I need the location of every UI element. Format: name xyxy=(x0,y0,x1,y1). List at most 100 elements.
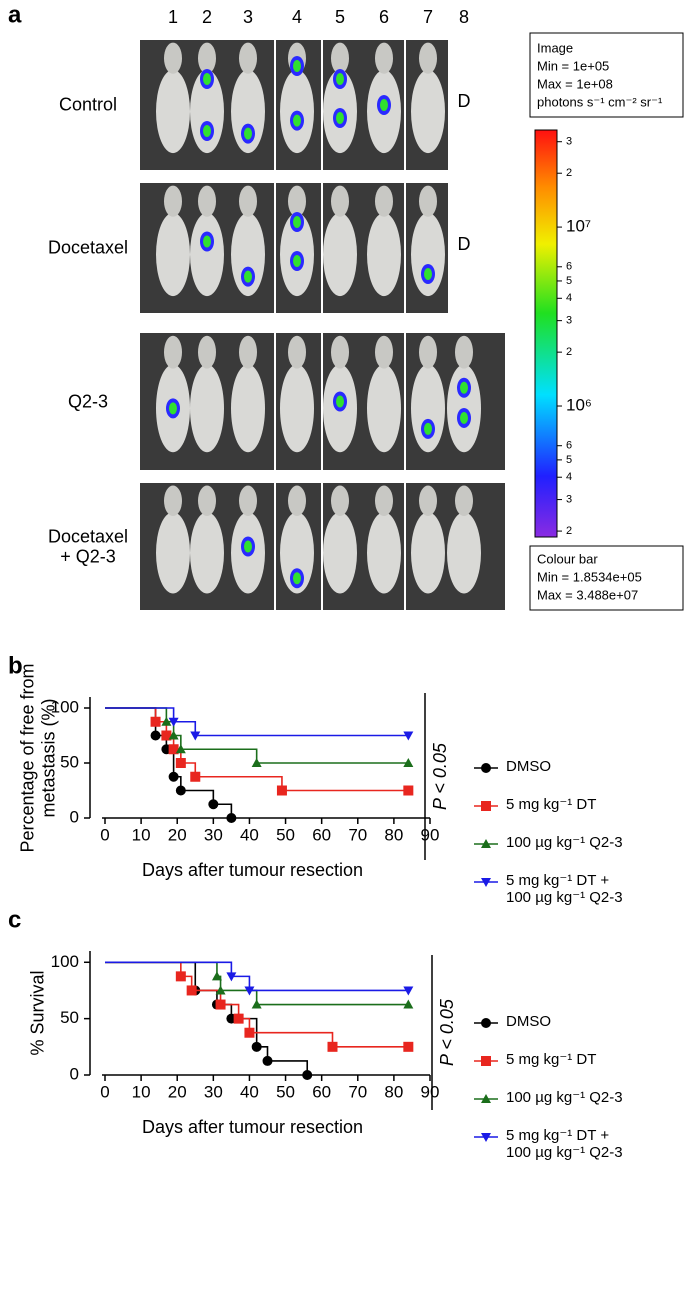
mouse-head xyxy=(419,485,437,517)
marker xyxy=(161,716,172,726)
marker xyxy=(168,744,179,755)
x-tick-label: 0 xyxy=(100,825,109,844)
row-label: Q2-3 xyxy=(67,391,109,412)
marker xyxy=(161,730,172,741)
marker xyxy=(186,985,197,996)
y-tick-label: 100 xyxy=(51,952,79,971)
mouse-head xyxy=(419,185,437,217)
marker xyxy=(481,839,491,848)
x-tick-label: 30 xyxy=(204,825,223,844)
mouse-head xyxy=(239,42,257,74)
colorbar-tick-label: 6 xyxy=(566,440,572,452)
column-label: 5 xyxy=(335,7,345,27)
signal xyxy=(203,235,211,248)
survival-curve xyxy=(105,961,309,1075)
x-tick-label: 70 xyxy=(348,1082,367,1101)
colorbar xyxy=(534,129,558,538)
marker xyxy=(211,971,222,981)
marker xyxy=(215,999,226,1010)
mouse xyxy=(367,212,401,297)
marker xyxy=(190,731,201,741)
column-label: 6 xyxy=(379,7,389,27)
marker xyxy=(168,771,179,782)
signal xyxy=(203,73,211,85)
colorbar-tick-label: 3 xyxy=(566,136,572,148)
mouse xyxy=(411,364,445,453)
marker xyxy=(251,758,262,767)
x-tick-label: 60 xyxy=(312,825,331,844)
y-axis-title: Percentage of free from metastasis (%) xyxy=(17,662,58,853)
marker xyxy=(481,1094,491,1103)
row-note: D xyxy=(458,91,471,111)
marker xyxy=(481,1056,491,1066)
mouse xyxy=(367,512,401,594)
mouse-head xyxy=(331,335,349,369)
x-tick-label: 40 xyxy=(240,825,259,844)
marker xyxy=(244,986,255,996)
mouse xyxy=(280,364,314,453)
y-tick-label: 50 xyxy=(60,1008,79,1027)
image-box-text: Min = 1e+05 xyxy=(537,58,609,73)
mouse-head xyxy=(375,335,393,369)
mouse xyxy=(323,512,357,594)
survival-curve xyxy=(105,707,409,737)
marker xyxy=(168,717,179,727)
column-label: 8 xyxy=(459,7,469,27)
x-tick-label: 40 xyxy=(240,1082,259,1101)
y-tick-label: 100 xyxy=(51,697,79,716)
mouse xyxy=(156,69,190,154)
signal xyxy=(293,255,301,267)
survival-curve xyxy=(105,707,409,764)
marker xyxy=(226,972,237,982)
mouse-head xyxy=(164,485,182,517)
mouse-head xyxy=(198,185,216,217)
mouse-head xyxy=(331,42,349,74)
column-label: 2 xyxy=(202,7,212,27)
marker xyxy=(302,1070,313,1080)
signal xyxy=(203,125,211,137)
legend-label: 5 mg kg⁻¹ DT + 100 µg kg⁻¹ Q2-3 xyxy=(506,1127,623,1162)
mouse-head xyxy=(331,485,349,517)
signal xyxy=(460,381,468,394)
marker xyxy=(481,763,491,773)
mouse-head xyxy=(198,42,216,74)
signal xyxy=(336,112,344,124)
x-tick-label: 90 xyxy=(421,825,440,844)
mouse-head xyxy=(419,335,437,369)
row-note: D xyxy=(458,234,471,254)
signal xyxy=(293,572,301,585)
mouse-head xyxy=(375,185,393,217)
mouse xyxy=(411,69,445,154)
marker xyxy=(251,1041,262,1052)
legend-label: 5 mg kg⁻¹ DT xyxy=(506,1051,597,1068)
marker xyxy=(481,801,491,811)
image-box xyxy=(529,32,684,118)
x-tick-label: 60 xyxy=(312,1082,331,1101)
colorbar-box-text: Colour bar xyxy=(537,551,598,566)
mouse-head xyxy=(239,185,257,217)
colorbar-tick-label: 10⁶ xyxy=(566,396,592,415)
column-label: 4 xyxy=(292,7,302,27)
legend-label: DMSO xyxy=(506,1013,551,1030)
marker xyxy=(244,1027,255,1038)
legend-label: 5 mg kg⁻¹ DT xyxy=(506,796,597,813)
survival-curve xyxy=(105,961,409,992)
mouse-head xyxy=(164,42,182,74)
row-label: Docetaxel xyxy=(47,237,129,258)
marker xyxy=(403,785,414,796)
x-tick-label: 10 xyxy=(132,825,151,844)
marker xyxy=(276,785,287,796)
marker xyxy=(233,1013,244,1024)
x-tick-label: 70 xyxy=(348,825,367,844)
mouse-head xyxy=(198,485,216,517)
column-label: 7 xyxy=(423,7,433,27)
colorbar-tick-label: 4 xyxy=(566,471,572,483)
legend-label: DMSO xyxy=(506,758,551,775)
mouse xyxy=(447,512,481,594)
mouse-head xyxy=(455,335,473,369)
marker xyxy=(208,799,219,810)
mouse-head xyxy=(198,335,216,369)
mouse xyxy=(190,364,224,453)
panel-label: b xyxy=(8,652,23,679)
mouse xyxy=(280,512,314,594)
